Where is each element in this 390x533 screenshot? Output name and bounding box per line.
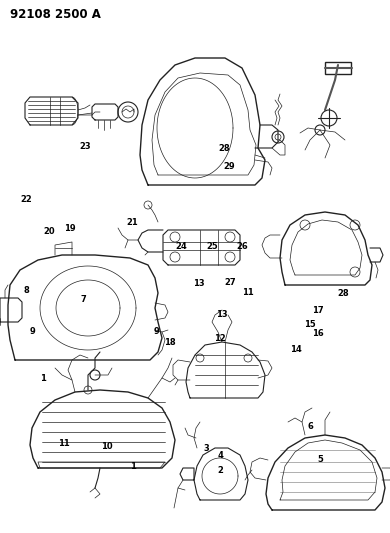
Text: 11: 11 [242, 288, 254, 296]
Text: 9: 9 [153, 327, 159, 336]
Text: 92108 2500 A: 92108 2500 A [10, 8, 101, 21]
Text: 12: 12 [215, 334, 226, 343]
Text: 13: 13 [193, 279, 205, 288]
Text: 25: 25 [207, 242, 218, 251]
Text: 14: 14 [291, 345, 302, 353]
Text: 16: 16 [312, 329, 324, 337]
Text: 13: 13 [216, 310, 228, 319]
Text: 5: 5 [317, 455, 323, 464]
Bar [325, 62, 351, 74]
Text: 8: 8 [24, 286, 29, 295]
Text: 22: 22 [21, 196, 32, 204]
Text: 26: 26 [236, 242, 248, 251]
Text: 27: 27 [224, 278, 236, 287]
Text: 28: 28 [218, 144, 230, 152]
Text: 3: 3 [204, 445, 209, 453]
Text: 10: 10 [101, 442, 113, 451]
Text: 11: 11 [58, 440, 70, 448]
Text: 6: 6 [307, 422, 313, 431]
Text: 1: 1 [40, 374, 46, 383]
Text: 17: 17 [312, 306, 324, 315]
Text: 19: 19 [64, 224, 76, 232]
Text: 21: 21 [127, 219, 138, 227]
Text: 23: 23 [79, 142, 91, 151]
Text: 24: 24 [176, 242, 187, 251]
Text: 20: 20 [43, 228, 55, 236]
Text: 4: 4 [217, 451, 223, 460]
Text: 2: 2 [217, 466, 223, 475]
Text: 18: 18 [164, 338, 176, 346]
Text: 28: 28 [337, 289, 349, 297]
Text: 15: 15 [304, 320, 316, 328]
Text: 7: 7 [81, 295, 87, 304]
Text: 1: 1 [129, 462, 136, 471]
Text: 9: 9 [30, 327, 35, 336]
Text: 29: 29 [223, 162, 235, 171]
